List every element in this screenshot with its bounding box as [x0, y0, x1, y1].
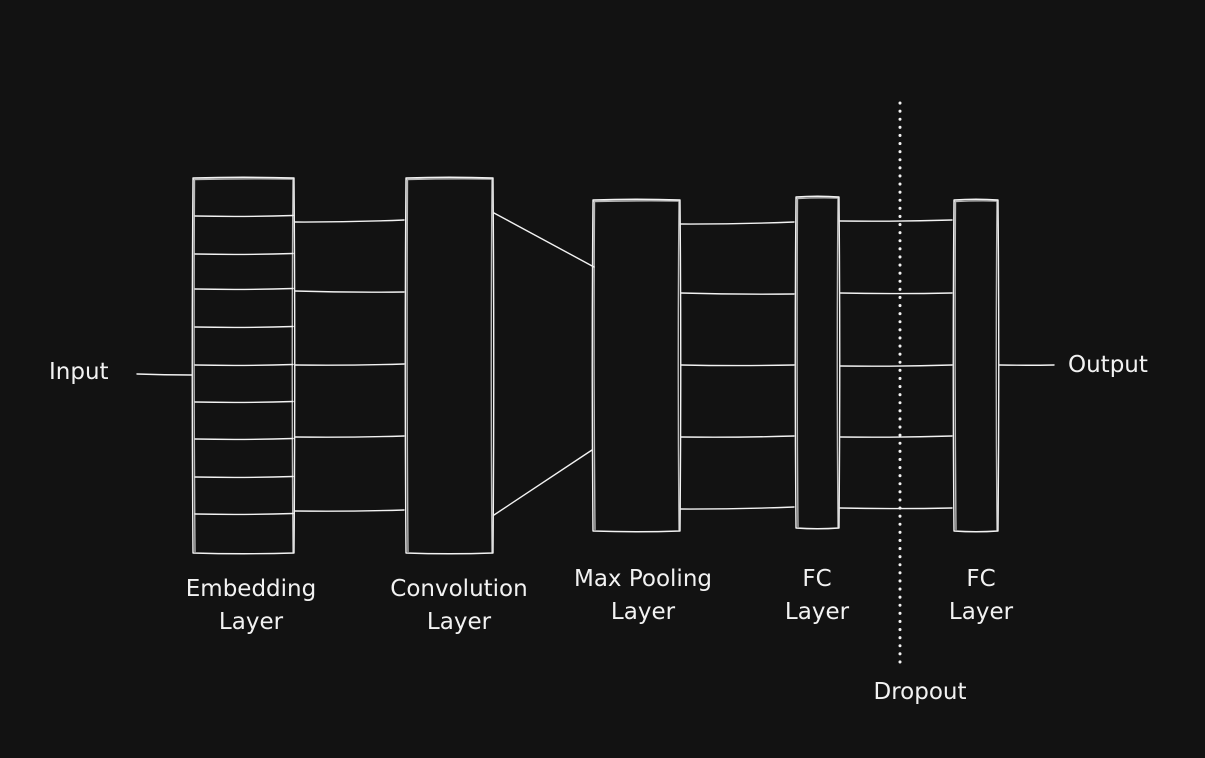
convolution-layer-box-outline [404, 176, 495, 555]
fc1-to-fc2-edge [839, 364, 953, 367]
max-pooling-layer-label: Max Pooling Layer [574, 563, 712, 629]
input-label: Input [49, 359, 109, 385]
pool-to-fc1-edge [680, 364, 795, 367]
fc1-to-fc2-edge [839, 219, 953, 222]
fc1-to-fc2-edge [839, 292, 953, 295]
pool-to-fc1-edge [680, 221, 795, 225]
embedding-layer-label-line1: Embedding [185, 576, 317, 602]
fc-layer-2-box [952, 198, 1000, 533]
pool-to-fc1-edge [680, 292, 795, 295]
output-label: Output [1068, 352, 1148, 378]
convolution-layer-box-outline-sketch [406, 178, 493, 553]
max-pooling-layer-box [591, 198, 682, 533]
fc-layer-1-box [794, 195, 841, 530]
embedding-cell-divider [194, 252, 294, 256]
fc-layer-1-label-line2: Layer [784, 599, 850, 625]
embedding-cell-divider [194, 287, 294, 291]
embedding-layer-box [191, 176, 296, 555]
fc-layer-1-label: FC Layer [785, 563, 849, 629]
dropout-label: Dropout [873, 679, 967, 705]
embedding-cell-divider [194, 437, 294, 441]
fc1-to-fc2-edge [839, 507, 953, 510]
embedding-to-conv-edge [294, 290, 405, 293]
embedding-cell-divider [194, 512, 294, 516]
max-pooling-layer-box-outline [591, 198, 682, 533]
fc-layer-1-box-outline-sketch [796, 197, 839, 528]
pool-to-fc1-edge [680, 506, 795, 510]
fc-layer-2-box-outline-sketch [954, 200, 998, 531]
embedding-cell-divider [194, 214, 294, 218]
convolution-layer-label-line2: Layer [426, 609, 492, 635]
embedding-to-conv-edge [294, 363, 405, 366]
input-connector [136, 373, 193, 376]
fc1-to-fc2-edge [839, 435, 953, 438]
max-pooling-layer-box-outline-sketch [593, 200, 680, 531]
embedding-layer-label: Embedding Layer [186, 573, 316, 639]
embedding-cell-divider [194, 325, 294, 329]
embedding-to-conv-edge [294, 219, 405, 223]
fc-layer-1-box-outline [794, 195, 841, 530]
pool-to-fc1-edge [680, 435, 795, 438]
embedding-to-conv-edge [294, 509, 405, 512]
embedding-cell-divider [194, 363, 294, 367]
max-pooling-layer-label-line1: Max Pooling [573, 566, 713, 592]
fc-layer-2-label-line2: Layer [948, 599, 1014, 625]
embedding-layer-label-line2: Layer [218, 609, 284, 635]
convolution-layer-label-line1: Convolution [390, 576, 528, 602]
convolution-layer-label: Convolution Layer [390, 573, 527, 639]
embedding-cell-divider [194, 400, 294, 404]
embedding-to-conv-edge [294, 435, 405, 438]
conv-to-pool-edge-top [493, 212, 595, 268]
convolution-layer-box [404, 176, 495, 555]
embedding-cell-divider [194, 475, 294, 479]
fc-layer-1-label-line1: FC [802, 566, 832, 592]
fc-layer-2-label: FC Layer [949, 563, 1013, 629]
embedding-layer-box-outline [191, 176, 296, 555]
fc-layer-2-box-outline [952, 198, 1000, 533]
conv-to-pool-edge-bottom [493, 449, 593, 516]
max-pooling-layer-label-line2: Layer [610, 599, 676, 625]
fc-layer-2-label-line1: FC [966, 566, 996, 592]
